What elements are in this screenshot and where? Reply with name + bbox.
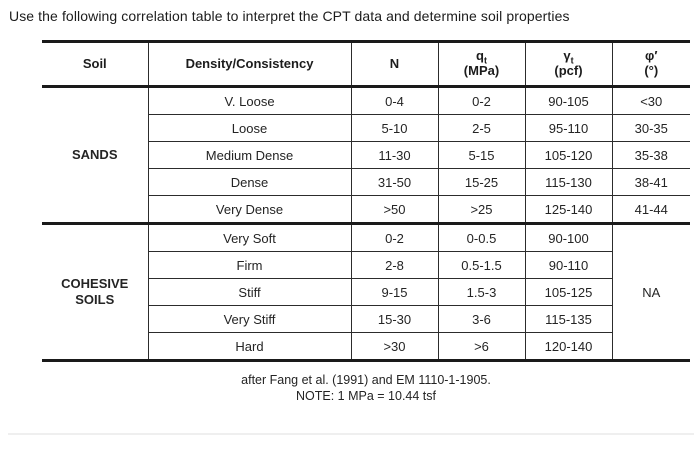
cell-consistency: Firm [147,251,352,279]
phi-unit: (°) [644,63,659,78]
soil-correlation-table: Soil Density/Consistency N qt (MPa) γt (… [42,40,690,362]
col-header-density-consistency: Density/Consistency [147,41,352,88]
cell-qt: 3-6 [437,305,526,333]
cell-consistency: Loose [147,114,352,142]
cell-qt: 0-2 [437,86,526,115]
cell-n: 5-10 [350,114,439,142]
cell-phi: <30 [611,86,690,115]
table-row: Very Dense >50 >25 125-140 41-44 [42,195,690,224]
cell-consistency: Medium Dense [147,141,352,169]
cell-n: >50 [350,195,439,224]
cell-phi: 30-35 [611,114,690,142]
cell-phi: 41-44 [611,195,690,224]
cell-n: 2-8 [350,251,439,279]
cell-consistency: Very Soft [147,223,352,252]
phi-symbol: φ′ [645,48,658,64]
cell-n: 15-30 [350,305,439,333]
col-header-n: N [350,41,439,88]
cell-qt: 1.5-3 [437,278,526,306]
cell-consistency: V. Loose [147,86,352,115]
col-header-qt: qt (MPa) [437,41,526,88]
cell-qt: 15-25 [437,168,526,196]
cell-consistency: Very Dense [147,195,352,224]
cell-n: 0-4 [350,86,439,115]
cell-qt: >6 [437,332,526,361]
cell-n: 11-30 [350,141,439,169]
col-header-soil: Soil [42,41,149,88]
footnote-note: NOTE: 1 MPa = 10.44 tsf [296,389,436,404]
col-header-gamma-t: γt (pcf) [524,41,613,88]
header-row: Soil Density/Consistency N qt (MPa) γt (… [42,41,690,88]
table-footnote: after Fang et al. (1991) and EM 1110-1-1… [42,372,690,405]
soil-group-sands: SANDS [42,86,149,224]
cell-gamma-t: 90-100 [524,223,613,252]
cell-gamma-t: 115-135 [524,305,613,333]
col-header-phi: φ′ (°) [611,41,690,88]
cell-n: 0-2 [350,223,439,252]
gamma-t-symbol: γt [563,48,574,66]
cell-gamma-t: 115-130 [524,168,613,196]
cell-n: 31-50 [350,168,439,196]
cell-qt: 0-0.5 [437,223,526,252]
soil-group-cohesive: COHESIVE SOILS [42,223,149,361]
cell-gamma-t: 90-105 [524,86,613,115]
page-divider [8,433,694,435]
cell-qt: 2-5 [437,114,526,142]
table-row: SANDS V. Loose 0-4 0-2 90-105 <30 [42,86,690,224]
cell-gamma-t: 120-140 [524,332,613,361]
cell-consistency: Hard [147,332,352,361]
cell-gamma-t: 105-120 [524,141,613,169]
question-title: Use the following correlation table to i… [9,8,570,24]
cell-phi: 35-38 [611,141,690,169]
cell-consistency: Very Stiff [147,305,352,333]
cell-gamma-t: 105-125 [524,278,613,306]
qt-unit: (MPa) [463,63,500,78]
cell-n: 9-15 [350,278,439,306]
table-row: Hard >30 >6 120-140 [42,332,690,361]
table-row: Loose 5-10 2-5 95-110 30-35 [42,114,690,142]
cell-qt: 0.5-1.5 [437,251,526,279]
footnote-source: after Fang et al. (1991) and EM 1110-1-1… [241,373,491,387]
cell-phi-merged: NA [611,223,690,361]
cell-gamma-t: 125-140 [524,195,613,224]
cell-gamma-t: 90-110 [524,251,613,279]
cell-n: >30 [350,332,439,361]
cell-consistency: Dense [147,168,352,196]
cell-qt: 5-15 [437,141,526,169]
gamma-t-unit: (pcf) [554,63,583,78]
cell-gamma-t: 95-110 [524,114,613,142]
cell-qt: >25 [437,195,526,224]
cohesive-soils-section: COHESIVE SOILS Very Soft 0-2 0-0.5 90-10… [42,223,690,361]
sands-section: SANDS V. Loose 0-4 0-2 90-105 <30 Loose … [42,86,690,224]
table-row: Very Stiff 15-30 3-6 115-135 [42,305,690,333]
table-row: COHESIVE SOILS Very Soft 0-2 0-0.5 90-10… [42,223,690,361]
correlation-table-wrapper: Soil Density/Consistency N qt (MPa) γt (… [42,40,690,362]
qt-symbol: qt [476,48,487,66]
cell-consistency: Stiff [147,278,352,306]
cell-phi: 38-41 [611,168,690,196]
